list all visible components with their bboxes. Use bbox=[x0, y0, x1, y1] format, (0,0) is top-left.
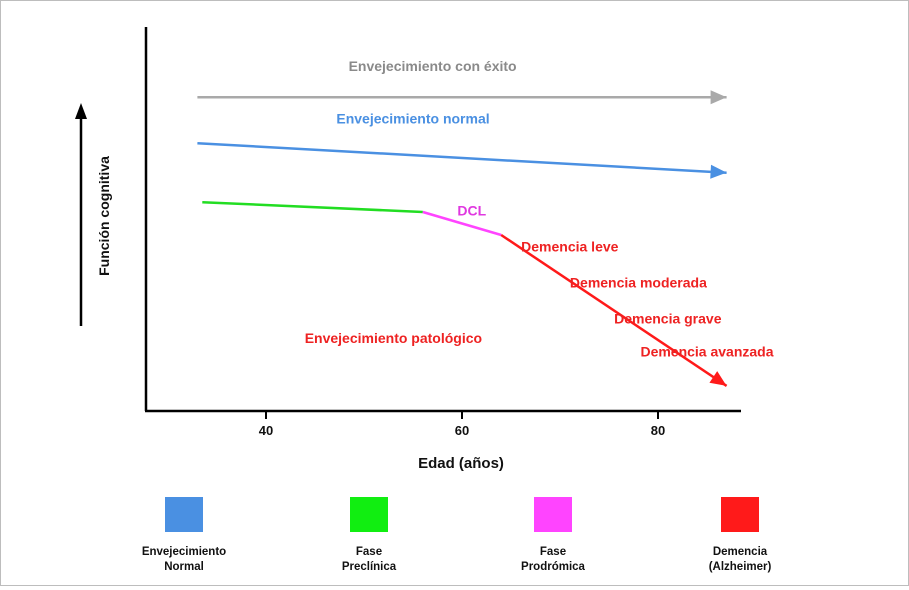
series-line bbox=[422, 210, 502, 237]
series-lines bbox=[197, 90, 728, 387]
legend-label: (Alzheimer) bbox=[709, 561, 772, 573]
series-line bbox=[197, 141, 727, 174]
legend: Envejecimiento Normal Fase Preclínica Fase Pr… bbox=[142, 497, 772, 573]
y-axis-label: Función cognitiva bbox=[96, 156, 112, 276]
legend-swatch bbox=[165, 497, 203, 532]
x-tick-label: 60 bbox=[455, 423, 469, 438]
x-tick-label: 40 bbox=[259, 423, 273, 438]
legend-label: Fase bbox=[356, 546, 382, 558]
legend-swatch bbox=[721, 497, 759, 532]
annotation-label: Demencia leve bbox=[521, 238, 618, 254]
legend-swatch bbox=[534, 497, 572, 532]
legend-label: Normal bbox=[164, 561, 204, 573]
x-tick-label: 80 bbox=[651, 423, 665, 438]
annotation-label: DCL bbox=[457, 202, 486, 218]
annotation-label: Envejecimiento con éxito bbox=[349, 58, 517, 74]
legend-label: Preclínica bbox=[342, 561, 397, 573]
annotation-label: Demencia moderada bbox=[570, 274, 707, 290]
arrowhead-icon bbox=[709, 371, 727, 386]
annotation-label: Demencia grave bbox=[614, 311, 722, 327]
annotation-label: Demencia avanzada bbox=[640, 343, 773, 359]
x-axis-ticks: 40 60 80 bbox=[259, 411, 665, 438]
arrowhead-icon bbox=[710, 164, 727, 179]
arrowhead-icon bbox=[710, 90, 727, 105]
series-line bbox=[202, 200, 423, 214]
legend-swatch bbox=[350, 497, 388, 532]
x-axis-label: Edad (años) bbox=[418, 455, 504, 472]
annotation-label: Envejecimiento normal bbox=[336, 110, 489, 126]
series-line bbox=[500, 233, 728, 387]
y-axis-arrowhead-icon bbox=[75, 103, 87, 119]
legend-label: Prodrómica bbox=[521, 561, 586, 573]
legend-label: Envejecimiento bbox=[142, 546, 226, 558]
legend-label: Fase bbox=[540, 546, 566, 558]
annotation-label: Envejecimiento patológico bbox=[305, 330, 482, 346]
legend-label: Demencia bbox=[713, 546, 768, 558]
chart-annotations: Envejecimiento con éxito Envejecimiento n… bbox=[305, 58, 774, 359]
